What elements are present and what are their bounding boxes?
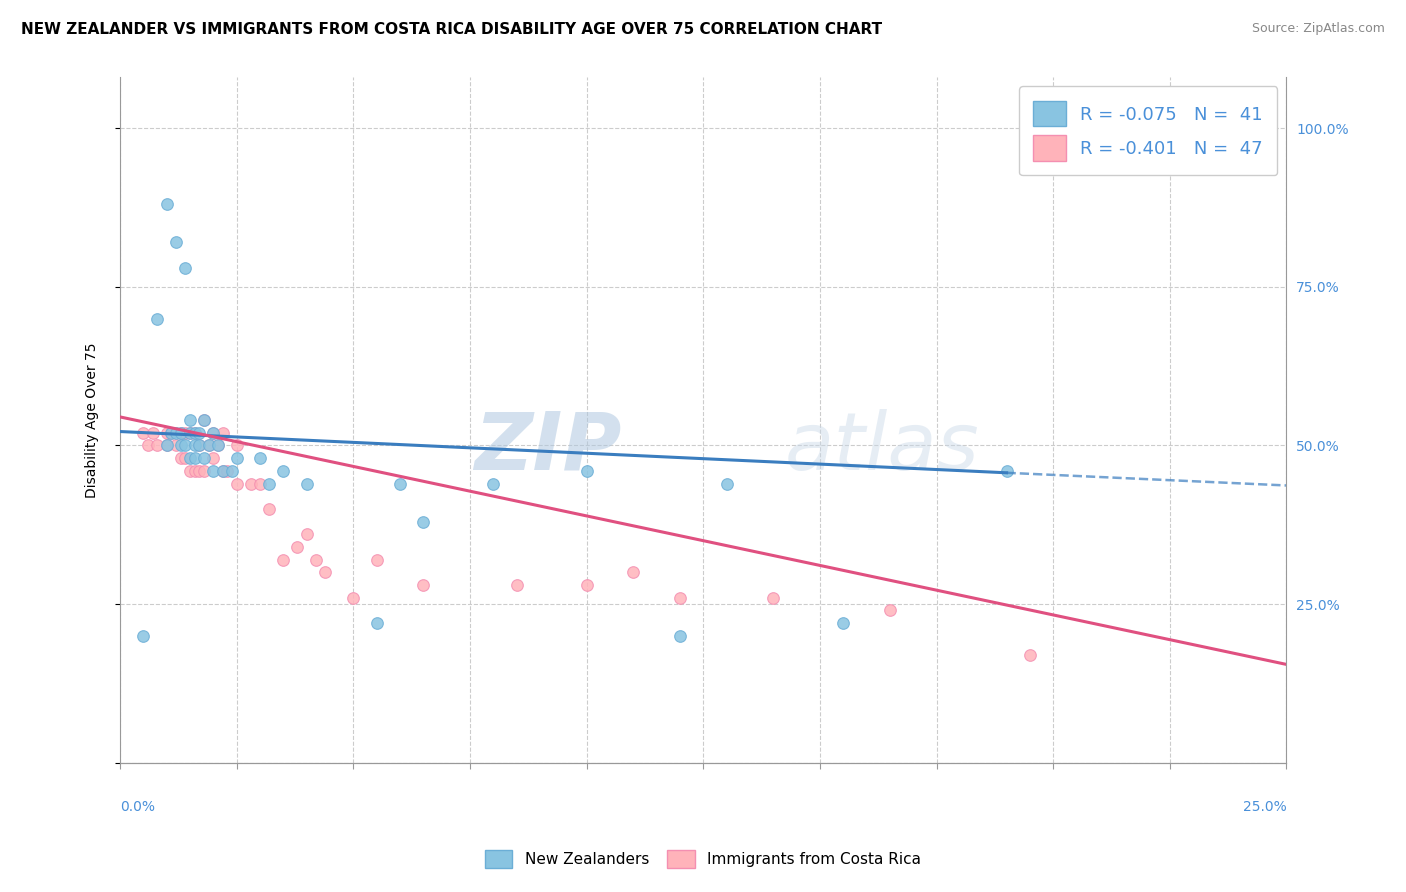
Point (273, 552, 295, 566)
Text: Source: ZipAtlas.com: Source: ZipAtlas.com (1251, 22, 1385, 36)
Point (225, 476, 247, 491)
Point (184, 438, 207, 452)
Point (142, 425, 165, 440)
Point (188, 425, 211, 440)
Point (165, 438, 187, 452)
Point (225, 451, 247, 466)
Point (249, 476, 271, 491)
Point (179, 451, 201, 466)
Point (249, 451, 271, 466)
Text: ZIP: ZIP (474, 409, 621, 486)
Point (179, 464, 201, 478)
Y-axis label: Disability Age Over 75: Disability Age Over 75 (86, 343, 100, 498)
Point (174, 451, 197, 466)
Point (165, 425, 187, 440)
Point (160, 425, 183, 440)
Point (879, 603, 901, 617)
Point (184, 425, 207, 440)
Point (342, 591, 364, 605)
Point (211, 464, 233, 478)
Point (669, 591, 692, 605)
Point (160, 425, 183, 440)
Point (366, 616, 388, 631)
Point (716, 476, 738, 491)
Point (156, 425, 179, 440)
Point (762, 591, 785, 605)
Point (305, 552, 328, 566)
Point (184, 451, 207, 466)
Point (211, 464, 233, 478)
Legend: R = -0.075   N =  41, R = -0.401   N =  47: R = -0.075 N = 41, R = -0.401 N = 47 (1019, 87, 1278, 176)
Point (174, 425, 197, 440)
Point (156, 197, 179, 211)
Point (295, 476, 318, 491)
Point (832, 616, 855, 631)
Point (621, 566, 644, 580)
Point (259, 476, 281, 491)
Point (202, 451, 225, 466)
Point (389, 476, 412, 491)
Point (193, 464, 215, 478)
Point (1018, 648, 1040, 662)
Text: NEW ZEALANDER VS IMMIGRANTS FROM COSTA RICA DISABILITY AGE OVER 75 CORRELATION C: NEW ZEALANDER VS IMMIGRANTS FROM COSTA R… (21, 22, 882, 37)
Point (207, 438, 229, 452)
Point (184, 425, 207, 440)
Point (314, 566, 336, 580)
Point (207, 438, 229, 452)
Point (259, 502, 281, 516)
Point (188, 438, 211, 452)
Point (412, 515, 434, 529)
Point (146, 438, 169, 452)
Point (170, 425, 193, 440)
Text: 0.0%: 0.0% (120, 800, 155, 814)
Point (174, 438, 197, 452)
Point (188, 438, 211, 452)
Text: 25.0%: 25.0% (1243, 800, 1286, 814)
Point (136, 438, 159, 452)
Point (505, 578, 527, 592)
Point (287, 540, 309, 554)
Point (211, 425, 233, 440)
Point (221, 464, 243, 478)
Point (179, 425, 201, 440)
Point (482, 476, 505, 491)
Point (193, 451, 215, 466)
Point (669, 629, 692, 643)
Point (146, 311, 169, 326)
Point (412, 578, 434, 592)
Point (170, 438, 193, 452)
Point (202, 425, 225, 440)
Point (995, 464, 1018, 478)
Point (193, 413, 215, 427)
Point (170, 451, 193, 466)
Point (197, 438, 219, 452)
Legend: New Zealanders, Immigrants from Costa Rica: New Zealanders, Immigrants from Costa Ri… (477, 843, 929, 875)
Point (197, 438, 219, 452)
Point (202, 425, 225, 440)
Point (295, 527, 318, 541)
Point (132, 425, 155, 440)
Point (179, 425, 201, 440)
Point (132, 629, 155, 643)
Point (193, 413, 215, 427)
Point (156, 438, 179, 452)
Point (179, 413, 201, 427)
Point (217, 464, 239, 478)
Point (273, 464, 295, 478)
Point (366, 552, 388, 566)
Point (239, 476, 262, 491)
Point (575, 578, 598, 592)
Text: atlas: atlas (785, 409, 980, 486)
Point (575, 464, 598, 478)
Point (188, 464, 211, 478)
Point (170, 425, 193, 440)
Point (202, 464, 225, 478)
Point (174, 260, 197, 275)
Point (165, 235, 187, 250)
Point (184, 464, 207, 478)
Point (156, 438, 179, 452)
Point (225, 438, 247, 452)
